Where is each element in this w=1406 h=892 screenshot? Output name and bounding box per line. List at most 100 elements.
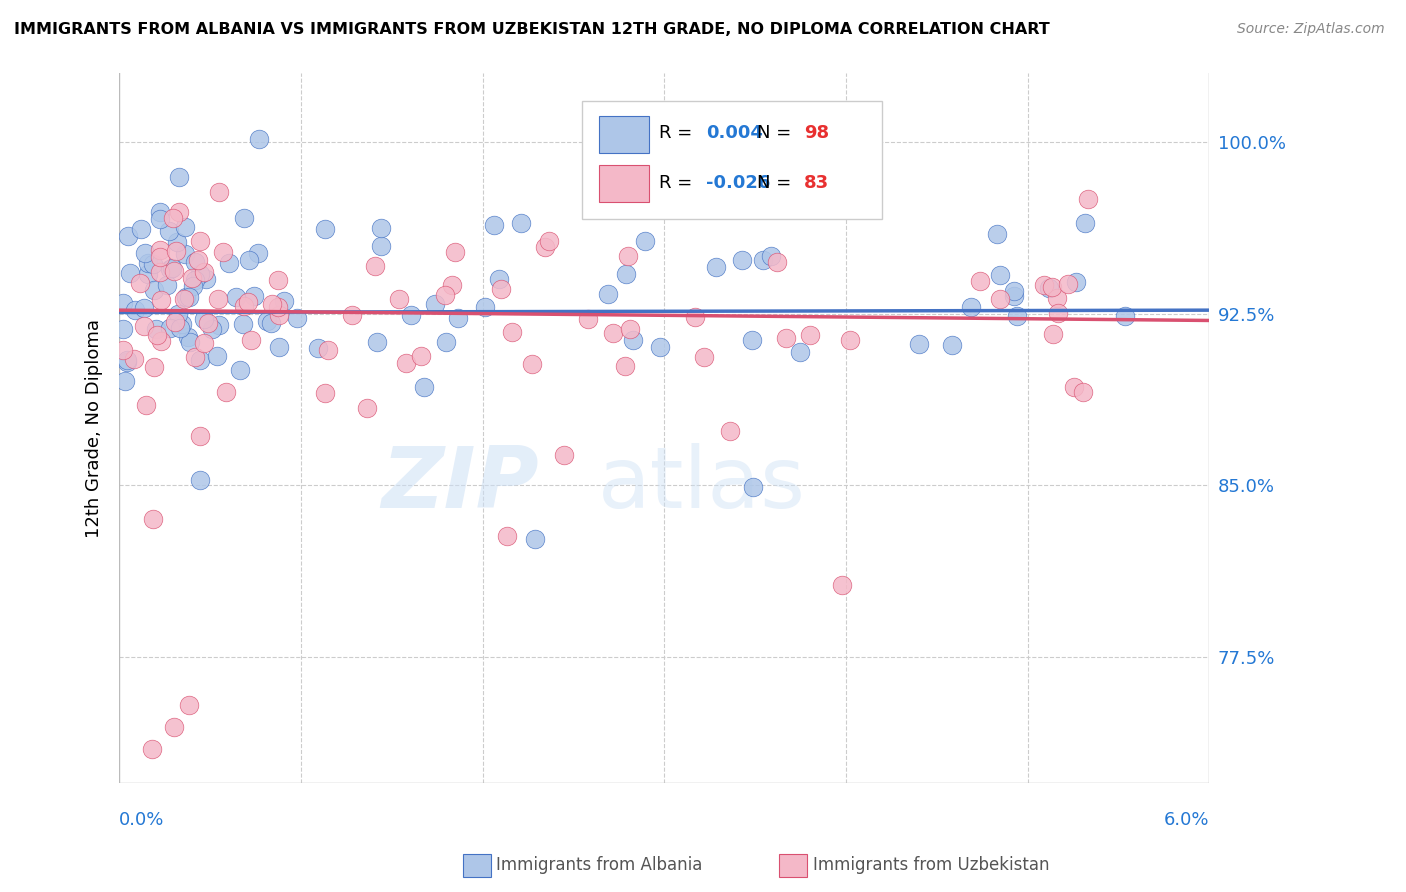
Point xyxy=(1033,278,1056,293)
Point xyxy=(318,343,340,358)
Point xyxy=(169,320,191,334)
Point xyxy=(149,251,172,265)
Point xyxy=(488,272,510,286)
Point xyxy=(1042,327,1064,342)
Point xyxy=(159,321,181,335)
FancyBboxPatch shape xyxy=(582,102,882,219)
Point xyxy=(233,211,256,225)
Point xyxy=(233,299,256,313)
Point xyxy=(634,234,657,248)
Text: R =: R = xyxy=(659,124,697,143)
Point xyxy=(148,211,170,226)
Point xyxy=(474,300,496,314)
Text: N =: N = xyxy=(756,174,797,192)
FancyBboxPatch shape xyxy=(599,116,650,153)
Point xyxy=(111,343,134,357)
Point xyxy=(742,480,765,494)
Point xyxy=(520,357,543,371)
Point xyxy=(1063,380,1085,394)
Point xyxy=(259,316,281,330)
Point xyxy=(201,322,224,336)
Point xyxy=(146,328,169,343)
Point xyxy=(174,290,197,304)
Point xyxy=(212,244,235,259)
Point xyxy=(613,359,636,373)
Point xyxy=(1074,216,1097,230)
Point xyxy=(617,249,640,263)
Point xyxy=(342,309,364,323)
Text: ZIP: ZIP xyxy=(381,443,538,526)
Text: -0.026: -0.026 xyxy=(706,174,770,192)
Point xyxy=(218,256,240,270)
Point xyxy=(207,292,229,306)
Point xyxy=(602,326,624,340)
Point xyxy=(1002,289,1025,303)
Point xyxy=(356,401,378,416)
Point xyxy=(616,268,638,282)
Point xyxy=(1114,310,1136,324)
Point xyxy=(314,222,336,236)
Point xyxy=(1005,310,1028,324)
Point xyxy=(412,380,434,394)
Point xyxy=(136,267,159,281)
Point xyxy=(194,271,217,285)
Point xyxy=(411,350,433,364)
Point xyxy=(115,352,138,367)
Point xyxy=(179,335,201,350)
Point xyxy=(267,340,290,354)
Text: 98: 98 xyxy=(804,124,830,143)
Point xyxy=(134,319,156,334)
Point xyxy=(260,296,283,310)
Point xyxy=(128,276,150,290)
Point xyxy=(190,429,212,443)
Text: 0.0%: 0.0% xyxy=(120,811,165,829)
Point xyxy=(157,223,180,237)
Point xyxy=(239,333,262,347)
Point xyxy=(1064,275,1087,289)
Point xyxy=(118,266,141,280)
Point xyxy=(177,290,200,304)
Point xyxy=(1077,192,1099,206)
Point xyxy=(134,301,156,315)
Point xyxy=(491,282,513,296)
Point xyxy=(366,334,388,349)
Point xyxy=(124,352,146,367)
Point xyxy=(1002,284,1025,298)
Point xyxy=(267,273,290,287)
Point xyxy=(1046,291,1069,305)
Point xyxy=(193,312,215,326)
Point xyxy=(370,221,392,235)
Point xyxy=(534,240,557,254)
Point xyxy=(163,720,186,734)
Point xyxy=(184,272,207,286)
Point xyxy=(495,529,517,543)
Point xyxy=(538,235,561,249)
Point xyxy=(247,132,270,146)
Point xyxy=(693,351,716,365)
Point xyxy=(188,353,211,368)
Point xyxy=(142,512,165,526)
Point xyxy=(225,289,247,303)
Point xyxy=(908,336,931,351)
Point xyxy=(160,260,183,275)
Point xyxy=(165,244,187,259)
Point xyxy=(141,742,163,756)
Point xyxy=(197,316,219,330)
Point xyxy=(124,302,146,317)
Point xyxy=(648,340,671,354)
Point xyxy=(173,292,195,306)
Point xyxy=(207,185,229,199)
Point xyxy=(395,356,418,370)
Point xyxy=(1057,277,1080,292)
Point xyxy=(267,301,290,315)
Point xyxy=(181,279,204,293)
Text: 0.004: 0.004 xyxy=(706,124,762,143)
Point xyxy=(576,311,599,326)
Point xyxy=(799,327,821,342)
Point xyxy=(166,235,188,249)
Point xyxy=(188,267,211,281)
Point xyxy=(135,398,157,412)
Point xyxy=(267,308,290,322)
Point xyxy=(149,243,172,257)
Point xyxy=(482,218,505,232)
